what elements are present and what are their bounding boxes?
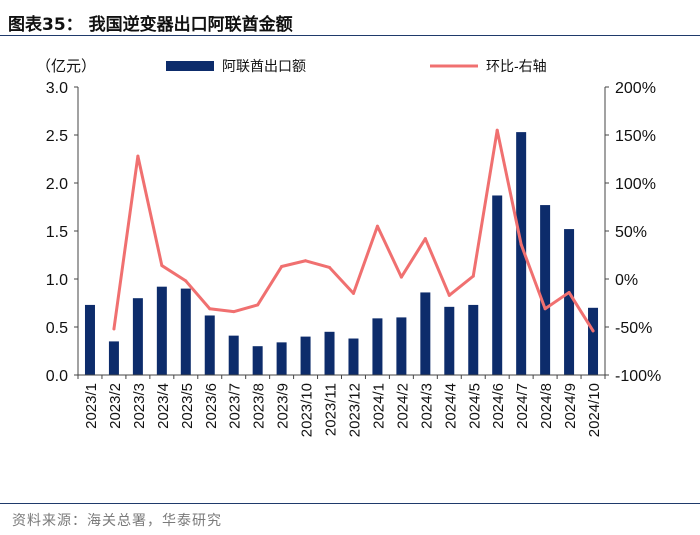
bar-2024-7: [516, 132, 527, 375]
bar-2024-1: [372, 318, 383, 375]
right-axis-tick-label: 200%: [615, 80, 656, 97]
mom-point-2023-8: [256, 303, 260, 307]
mom-point-2024-4: [447, 293, 451, 297]
x-axis-tick-label: 2023/11: [323, 383, 340, 436]
x-axis-tick-label: 2024/2: [394, 383, 411, 429]
legend-bar-label: 阿联酋出口额: [222, 58, 306, 74]
right-axis-tick-label: -100%: [615, 368, 661, 385]
mom-point-2023-6: [208, 307, 212, 311]
bar-2023-11: [324, 331, 335, 375]
bar-2024-6: [492, 195, 503, 375]
left-axis-tick-label: 0.5: [46, 320, 68, 337]
mom-point-2023-3: [136, 154, 140, 158]
legend-bar-swatch: [166, 61, 214, 71]
mom-point-2023-9: [280, 265, 284, 269]
mom-point-2024-6: [495, 128, 499, 132]
bar-2023-9: [276, 342, 287, 375]
x-axis-tick-label: 2024/4: [442, 383, 459, 429]
x-axis-tick-label: 2024/3: [418, 383, 435, 429]
x-axis-tick-label: 2023/9: [275, 383, 292, 429]
mom-point-2024-2: [399, 275, 403, 279]
right-axis-tick-label: 0%: [615, 272, 638, 289]
mom-point-2024-10: [591, 329, 595, 333]
right-axis-tick-label: 50%: [615, 224, 647, 241]
x-axis-tick-label: 2023/8: [251, 383, 268, 429]
left-axis-tick-label: 1.5: [46, 224, 68, 241]
mom-point-2023-11: [328, 265, 332, 269]
bar-2024-10: [588, 307, 599, 375]
mom-point-2023-4: [160, 264, 164, 268]
x-axis-tick-label: 2023/12: [346, 383, 363, 437]
legend-line-label: 环比-右轴: [486, 58, 547, 74]
bar-2024-2: [396, 317, 407, 375]
bar-2023-7: [228, 335, 239, 375]
source-note: 资料来源：海关总署，华泰研究: [12, 513, 222, 529]
x-axis-tick-label: 2023/5: [179, 383, 196, 429]
left-axis-tick-label: 2.5: [46, 128, 68, 145]
bar-2024-9: [564, 229, 575, 375]
x-axis-tick-label: 2023/4: [155, 383, 172, 429]
x-axis-tick-label: 2024/9: [562, 383, 579, 429]
bar-2023-8: [252, 346, 263, 375]
left-axis-tick-label: 3.0: [46, 80, 68, 97]
left-axis-unit-label: （亿元）: [36, 58, 96, 75]
x-axis-tick-label: 2023/10: [299, 383, 316, 437]
bar-2023-1: [84, 304, 95, 375]
source-rule: [0, 503, 700, 504]
chart-title: 图表35： 我国逆变器出口阿联酋金额: [8, 15, 293, 35]
x-axis-tick-label: 2024/5: [466, 383, 483, 429]
mom-point-2024-1: [375, 224, 379, 228]
bar-2023-2: [108, 341, 119, 375]
mom-point-2024-5: [471, 274, 475, 278]
mom-point-2024-8: [543, 307, 547, 311]
bar-2023-4: [156, 286, 167, 375]
bar-2023-3: [132, 298, 143, 375]
left-axis-tick-label: 1.0: [46, 272, 68, 289]
x-axis-tick-label: 2024/1: [370, 383, 387, 429]
bar-2024-4: [444, 306, 455, 375]
mom-point-2023-10: [304, 259, 308, 263]
bar-2024-3: [420, 292, 431, 375]
x-axis-tick-label: 2024/7: [514, 383, 531, 429]
x-axis-tick-label: 2024/6: [490, 383, 507, 429]
mom-point-2023-12: [351, 291, 355, 295]
bar-2023-12: [348, 338, 359, 375]
mom-point-2023-2: [112, 327, 116, 331]
x-axis-tick-label: 2023/3: [131, 383, 148, 429]
left-axis-tick-label: 2.0: [46, 176, 68, 193]
x-axis-tick-label: 2024/8: [538, 383, 555, 429]
bar-2024-5: [468, 304, 479, 375]
x-axis-tick-label: 2023/6: [203, 383, 220, 429]
x-axis-tick-label: 2023/2: [107, 383, 124, 429]
bar-2023-10: [300, 336, 311, 375]
chart: 0.0 0.5 1.0 1.5 2.0 2.5 3.0 -100% -50% 0% 50% 100%…: [36, 58, 661, 437]
mom-point-2023-5: [184, 279, 188, 283]
bar-2023-5: [180, 288, 191, 375]
left-axis-tick-label: 0.0: [46, 368, 68, 385]
x-axis-tick-label: 2023/7: [227, 383, 244, 429]
mom-point-2024-9: [567, 290, 571, 294]
mom-point-2024-7: [519, 242, 523, 246]
mom-point-2023-7: [232, 310, 236, 314]
x-axis-tick-label: 2024/10: [586, 383, 603, 437]
right-axis-tick-label: -50%: [615, 320, 652, 337]
mom-point-2024-3: [423, 237, 427, 241]
right-axis-tick-label: 150%: [615, 128, 656, 145]
right-axis-tick-label: 100%: [615, 176, 656, 193]
title-rule: [0, 35, 700, 36]
bar-2023-6: [204, 315, 215, 375]
x-axis-tick-label: 2023/1: [83, 383, 100, 429]
bar-2024-8: [540, 205, 551, 375]
